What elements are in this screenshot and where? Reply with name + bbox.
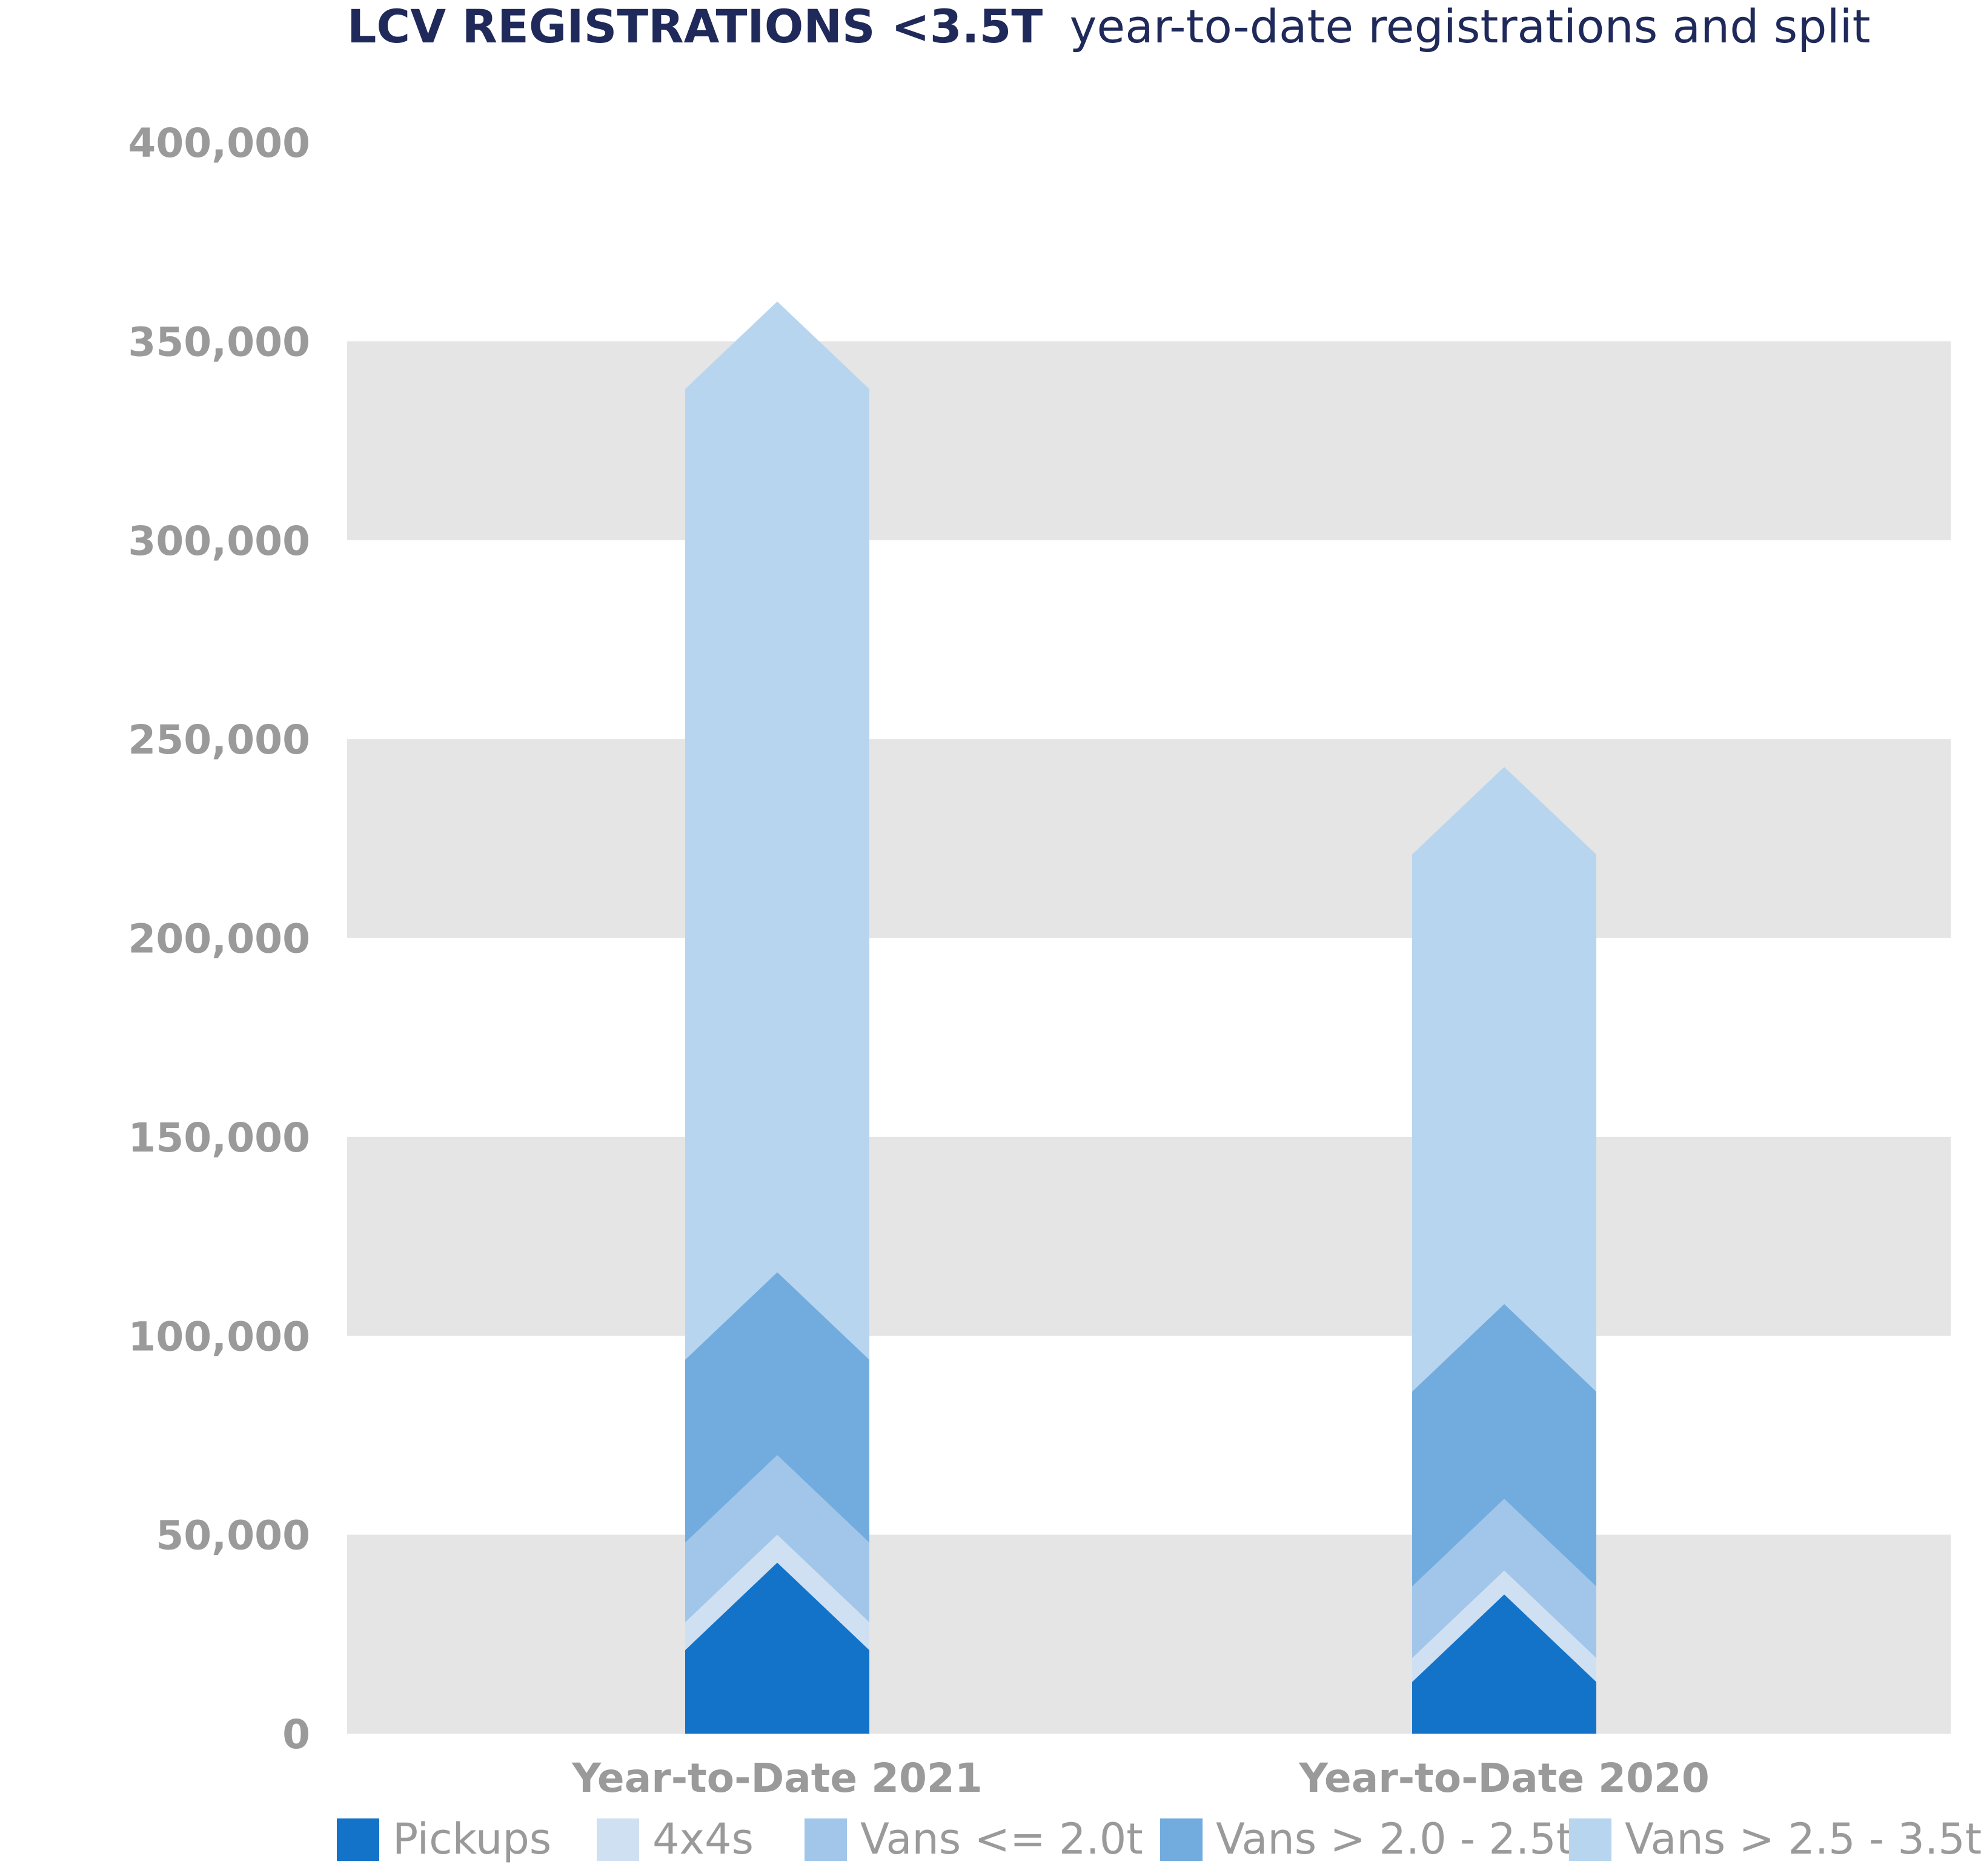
bar-segment	[685, 1534, 869, 1651]
grid-band	[347, 341, 1951, 540]
chart-title-bold: LCV REGISTRATIONS <3.5T	[347, 0, 1043, 53]
y-tick-label: 150,000	[128, 1115, 310, 1161]
y-tick-label: 400,000	[128, 120, 310, 167]
bar-segment	[1412, 1570, 1596, 1682]
legend-swatch	[1569, 1818, 1611, 1861]
legend-swatch	[337, 1818, 379, 1861]
bar-segment	[685, 1272, 869, 1543]
y-tick-label: 250,000	[128, 717, 310, 763]
x-category-label: Year-to-Date 2021	[571, 1755, 983, 1801]
legend-label: 4x4s	[652, 1814, 754, 1864]
bar-segment	[685, 1562, 869, 1734]
legend-label: Vans <= 2.0t	[860, 1814, 1143, 1864]
x-category-label: Year-to-Date 2020	[1298, 1755, 1710, 1801]
x-axis: Year-to-Date 2021 Year-to-Date 2020	[571, 1755, 1710, 1801]
bar-segment	[1412, 1594, 1596, 1734]
y-tick-label: 200,000	[128, 916, 310, 963]
y-tick-label: 50,000	[156, 1513, 310, 1559]
grid-bands	[347, 341, 1951, 1734]
grid-band	[347, 1534, 1951, 1734]
bar-segment	[1412, 1304, 1596, 1587]
y-tick-label: 100,000	[128, 1313, 310, 1360]
bar-segment	[1412, 1499, 1596, 1659]
grid-band	[347, 739, 1951, 938]
legend-swatch	[597, 1818, 639, 1861]
bars	[685, 301, 1596, 1734]
y-tick-label: 300,000	[128, 518, 310, 565]
legend: Pickups 4x4s Vans <= 2.0t Vans > 2.0 - 2.5t…	[337, 1814, 1981, 1864]
legend-swatch	[805, 1818, 847, 1861]
bar-segment	[685, 1455, 869, 1623]
grid-band	[347, 1136, 1951, 1336]
chart-title-rest: year-to-date registrations and split	[1069, 0, 1870, 53]
legend-label: Vans > 2.0 - 2.5t	[1216, 1814, 1573, 1864]
bar-segment	[1412, 767, 1596, 1392]
chart-title: LCV REGISTRATIONS <3.5T year-to-date reg…	[347, 0, 1870, 53]
legend-label: Pickups	[393, 1814, 551, 1864]
bar-segment	[685, 301, 869, 1360]
legend-label: Vans > 2.5 - 3.5t	[1625, 1814, 1981, 1864]
y-axis: 0 50,000 100,000 150,000 200,000 250,000 300,0…	[128, 120, 310, 1758]
y-tick-label: 0	[282, 1711, 310, 1758]
legend-swatch	[1160, 1818, 1203, 1861]
y-tick-label: 350,000	[128, 319, 310, 365]
